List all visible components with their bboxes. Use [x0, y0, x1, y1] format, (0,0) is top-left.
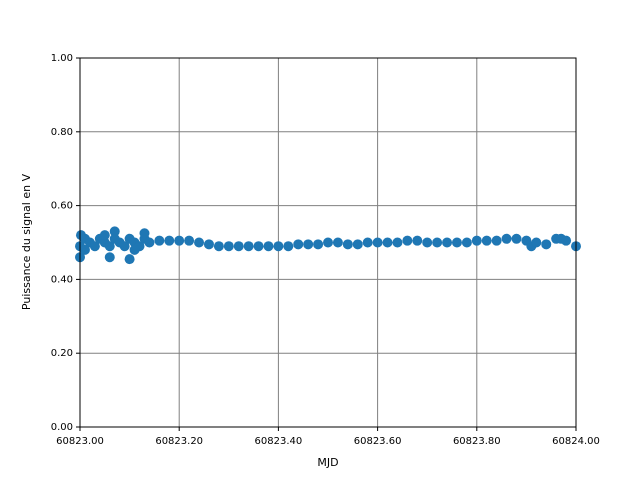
point [203, 239, 214, 250]
point [99, 230, 110, 241]
point [412, 235, 423, 246]
y-axis-label: Puissance du signal en V [20, 173, 33, 310]
point [194, 237, 205, 248]
point [352, 239, 363, 250]
point [213, 241, 224, 252]
plot-frame [79, 57, 577, 428]
point [561, 235, 572, 246]
point [332, 237, 343, 248]
point [174, 235, 185, 246]
point [442, 237, 453, 248]
y-tick-label: 0.60 [51, 201, 73, 212]
point [124, 254, 135, 265]
point [79, 244, 90, 255]
point [303, 239, 314, 250]
point [531, 237, 542, 248]
point [283, 241, 294, 252]
point [104, 241, 115, 252]
point [471, 235, 482, 246]
point [223, 241, 234, 252]
point [129, 244, 140, 255]
point [461, 237, 472, 248]
point [104, 252, 115, 263]
y-tick-label: 0.20 [51, 348, 73, 359]
point [144, 237, 155, 248]
point [342, 239, 353, 250]
point [233, 241, 244, 252]
point [372, 237, 383, 248]
point [392, 237, 403, 248]
point [491, 235, 502, 246]
point [184, 235, 195, 246]
point [164, 235, 175, 246]
y-tick-label: 0.00 [51, 422, 73, 433]
x-tick-label: 60823.20 [155, 436, 203, 447]
x-tick-label: 60824.00 [552, 436, 600, 447]
point [263, 241, 274, 252]
point [75, 230, 86, 241]
x-axis-label: MJD [317, 456, 338, 469]
x-tick-label: 60823.60 [354, 436, 402, 447]
x-tick-label: 60823.00 [56, 436, 104, 447]
point [89, 241, 100, 252]
point [402, 235, 413, 246]
point [382, 237, 393, 248]
x-tick-label: 60823.80 [453, 436, 501, 447]
point [293, 239, 304, 250]
point [422, 237, 433, 248]
point [511, 233, 522, 244]
point [362, 237, 373, 248]
y-tick-label: 1.00 [51, 53, 73, 64]
point [273, 241, 284, 252]
y-tick-label: 0.80 [51, 127, 73, 138]
point [541, 239, 552, 250]
point [451, 237, 462, 248]
y-tick-label: 0.40 [51, 274, 73, 285]
point [323, 237, 333, 248]
point [501, 233, 512, 244]
point [313, 239, 324, 250]
point [154, 235, 165, 246]
point [481, 235, 492, 246]
point [119, 241, 130, 252]
point [432, 237, 443, 248]
point [139, 228, 150, 239]
point [243, 241, 254, 252]
point [109, 226, 120, 237]
point [253, 241, 264, 252]
x-tick-label: 60823.40 [255, 436, 303, 447]
